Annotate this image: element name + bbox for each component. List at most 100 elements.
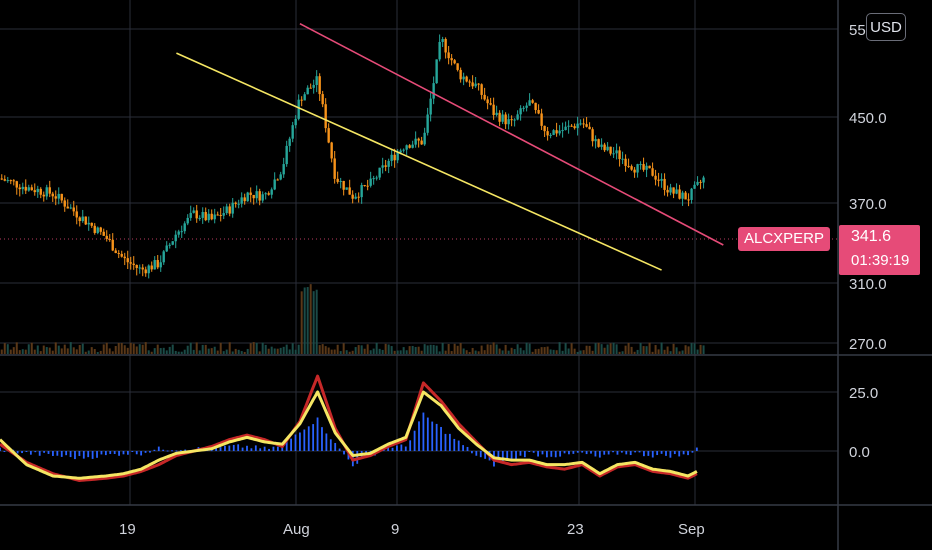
osc-tick-label: 25.0 xyxy=(849,385,878,402)
volume-bar xyxy=(144,342,147,354)
volume-bar xyxy=(219,342,222,354)
histogram-bar xyxy=(268,448,270,451)
volume-bar xyxy=(384,343,387,354)
grid-lines xyxy=(0,0,838,505)
volume-bar xyxy=(186,345,189,354)
x-tick-label: Aug xyxy=(283,521,310,538)
histogram-bar xyxy=(303,429,306,451)
candle-body xyxy=(177,231,180,235)
candle-body xyxy=(561,130,564,132)
candle-body xyxy=(138,267,141,269)
candle-body xyxy=(627,165,630,167)
candle-body xyxy=(390,154,393,161)
histogram-bar xyxy=(184,449,187,451)
candle-body xyxy=(237,203,240,205)
candle-body xyxy=(303,94,306,101)
volume-bar xyxy=(405,350,408,354)
price-axis[interactable]: 55 450.0 370.0 310.0 270.0 xyxy=(849,22,887,353)
volume-bar xyxy=(111,351,114,354)
volume-bar xyxy=(606,344,609,354)
candle-body xyxy=(537,110,540,114)
volume-bar xyxy=(582,350,585,354)
volume-bar xyxy=(480,345,483,354)
volume-bar xyxy=(207,348,210,354)
candle-body xyxy=(516,114,519,120)
candle-body xyxy=(261,194,264,201)
volume-bar xyxy=(621,351,624,354)
candle-body xyxy=(414,138,417,145)
macd-histogram xyxy=(0,412,698,467)
histogram-bar xyxy=(166,450,169,452)
volume-bar xyxy=(312,291,315,354)
volume-bar xyxy=(372,348,375,354)
volume-bar xyxy=(3,343,6,354)
volume-bar xyxy=(438,351,441,354)
histogram-bar xyxy=(250,448,253,451)
candle-body xyxy=(9,180,12,182)
time-axis[interactable]: 19 Aug 9 23 Sep xyxy=(119,521,705,538)
volume-bar xyxy=(333,349,336,354)
volume-bar xyxy=(573,348,576,354)
volume-bar xyxy=(285,344,288,354)
candle-body xyxy=(519,108,522,115)
histogram-bar xyxy=(484,451,487,459)
lower-trendline xyxy=(176,52,662,271)
volume-bar xyxy=(12,347,15,354)
candle-countdown: 01:39:19 xyxy=(851,252,910,269)
candle-body xyxy=(588,126,591,130)
candle-body xyxy=(522,107,525,109)
volume-bar xyxy=(543,347,546,354)
x-tick-label: 9 xyxy=(391,521,399,538)
candle-body xyxy=(21,186,24,190)
candle-body xyxy=(486,99,489,104)
volume-bar xyxy=(342,343,345,354)
candle-body xyxy=(636,164,639,173)
volume-bar xyxy=(321,344,324,354)
volume-bar xyxy=(498,348,501,354)
histogram-bar xyxy=(572,451,575,454)
volume-bar xyxy=(669,351,672,354)
histogram-bar xyxy=(625,451,628,455)
volume-bar xyxy=(180,351,183,354)
candle-body xyxy=(345,187,348,190)
histogram-bar xyxy=(329,439,332,451)
volume-bar xyxy=(102,344,105,354)
candle-body xyxy=(570,125,573,127)
trendlines[interactable] xyxy=(176,23,724,271)
candle-body xyxy=(6,180,9,182)
candle-body xyxy=(684,192,687,200)
histogram-bar xyxy=(554,451,557,458)
candle-body xyxy=(399,150,402,153)
candle-body xyxy=(408,145,411,148)
candle-body xyxy=(615,150,618,154)
candle-body xyxy=(174,234,177,242)
volume-bar xyxy=(510,347,513,354)
histogram-bar xyxy=(307,426,310,451)
last-price-value: 341.6 xyxy=(851,228,892,245)
volume-bar xyxy=(567,348,570,354)
candle-body xyxy=(474,83,477,87)
candle-body xyxy=(168,244,171,246)
volume-bar xyxy=(204,344,207,354)
candle-body xyxy=(255,191,258,199)
volume-bar xyxy=(591,350,594,354)
currency-button[interactable]: USD xyxy=(866,13,906,41)
volume-bar xyxy=(375,342,378,354)
candle-body xyxy=(696,181,699,185)
histogram-bar xyxy=(431,421,434,451)
candle-body xyxy=(546,131,549,136)
histogram-bar xyxy=(272,446,275,451)
histogram-bar xyxy=(232,444,235,451)
histogram-bar xyxy=(47,451,50,454)
candle-body xyxy=(606,146,609,151)
volume-bar xyxy=(0,349,3,354)
candle-body xyxy=(84,216,87,225)
candle-body xyxy=(285,145,288,165)
volume-bar xyxy=(501,350,504,354)
histogram-bar xyxy=(691,451,694,453)
osc-tick-label: 0.0 xyxy=(849,444,870,461)
oscillator-axis[interactable]: 25.0 0.0 xyxy=(849,385,878,461)
volume-bar xyxy=(21,349,24,354)
